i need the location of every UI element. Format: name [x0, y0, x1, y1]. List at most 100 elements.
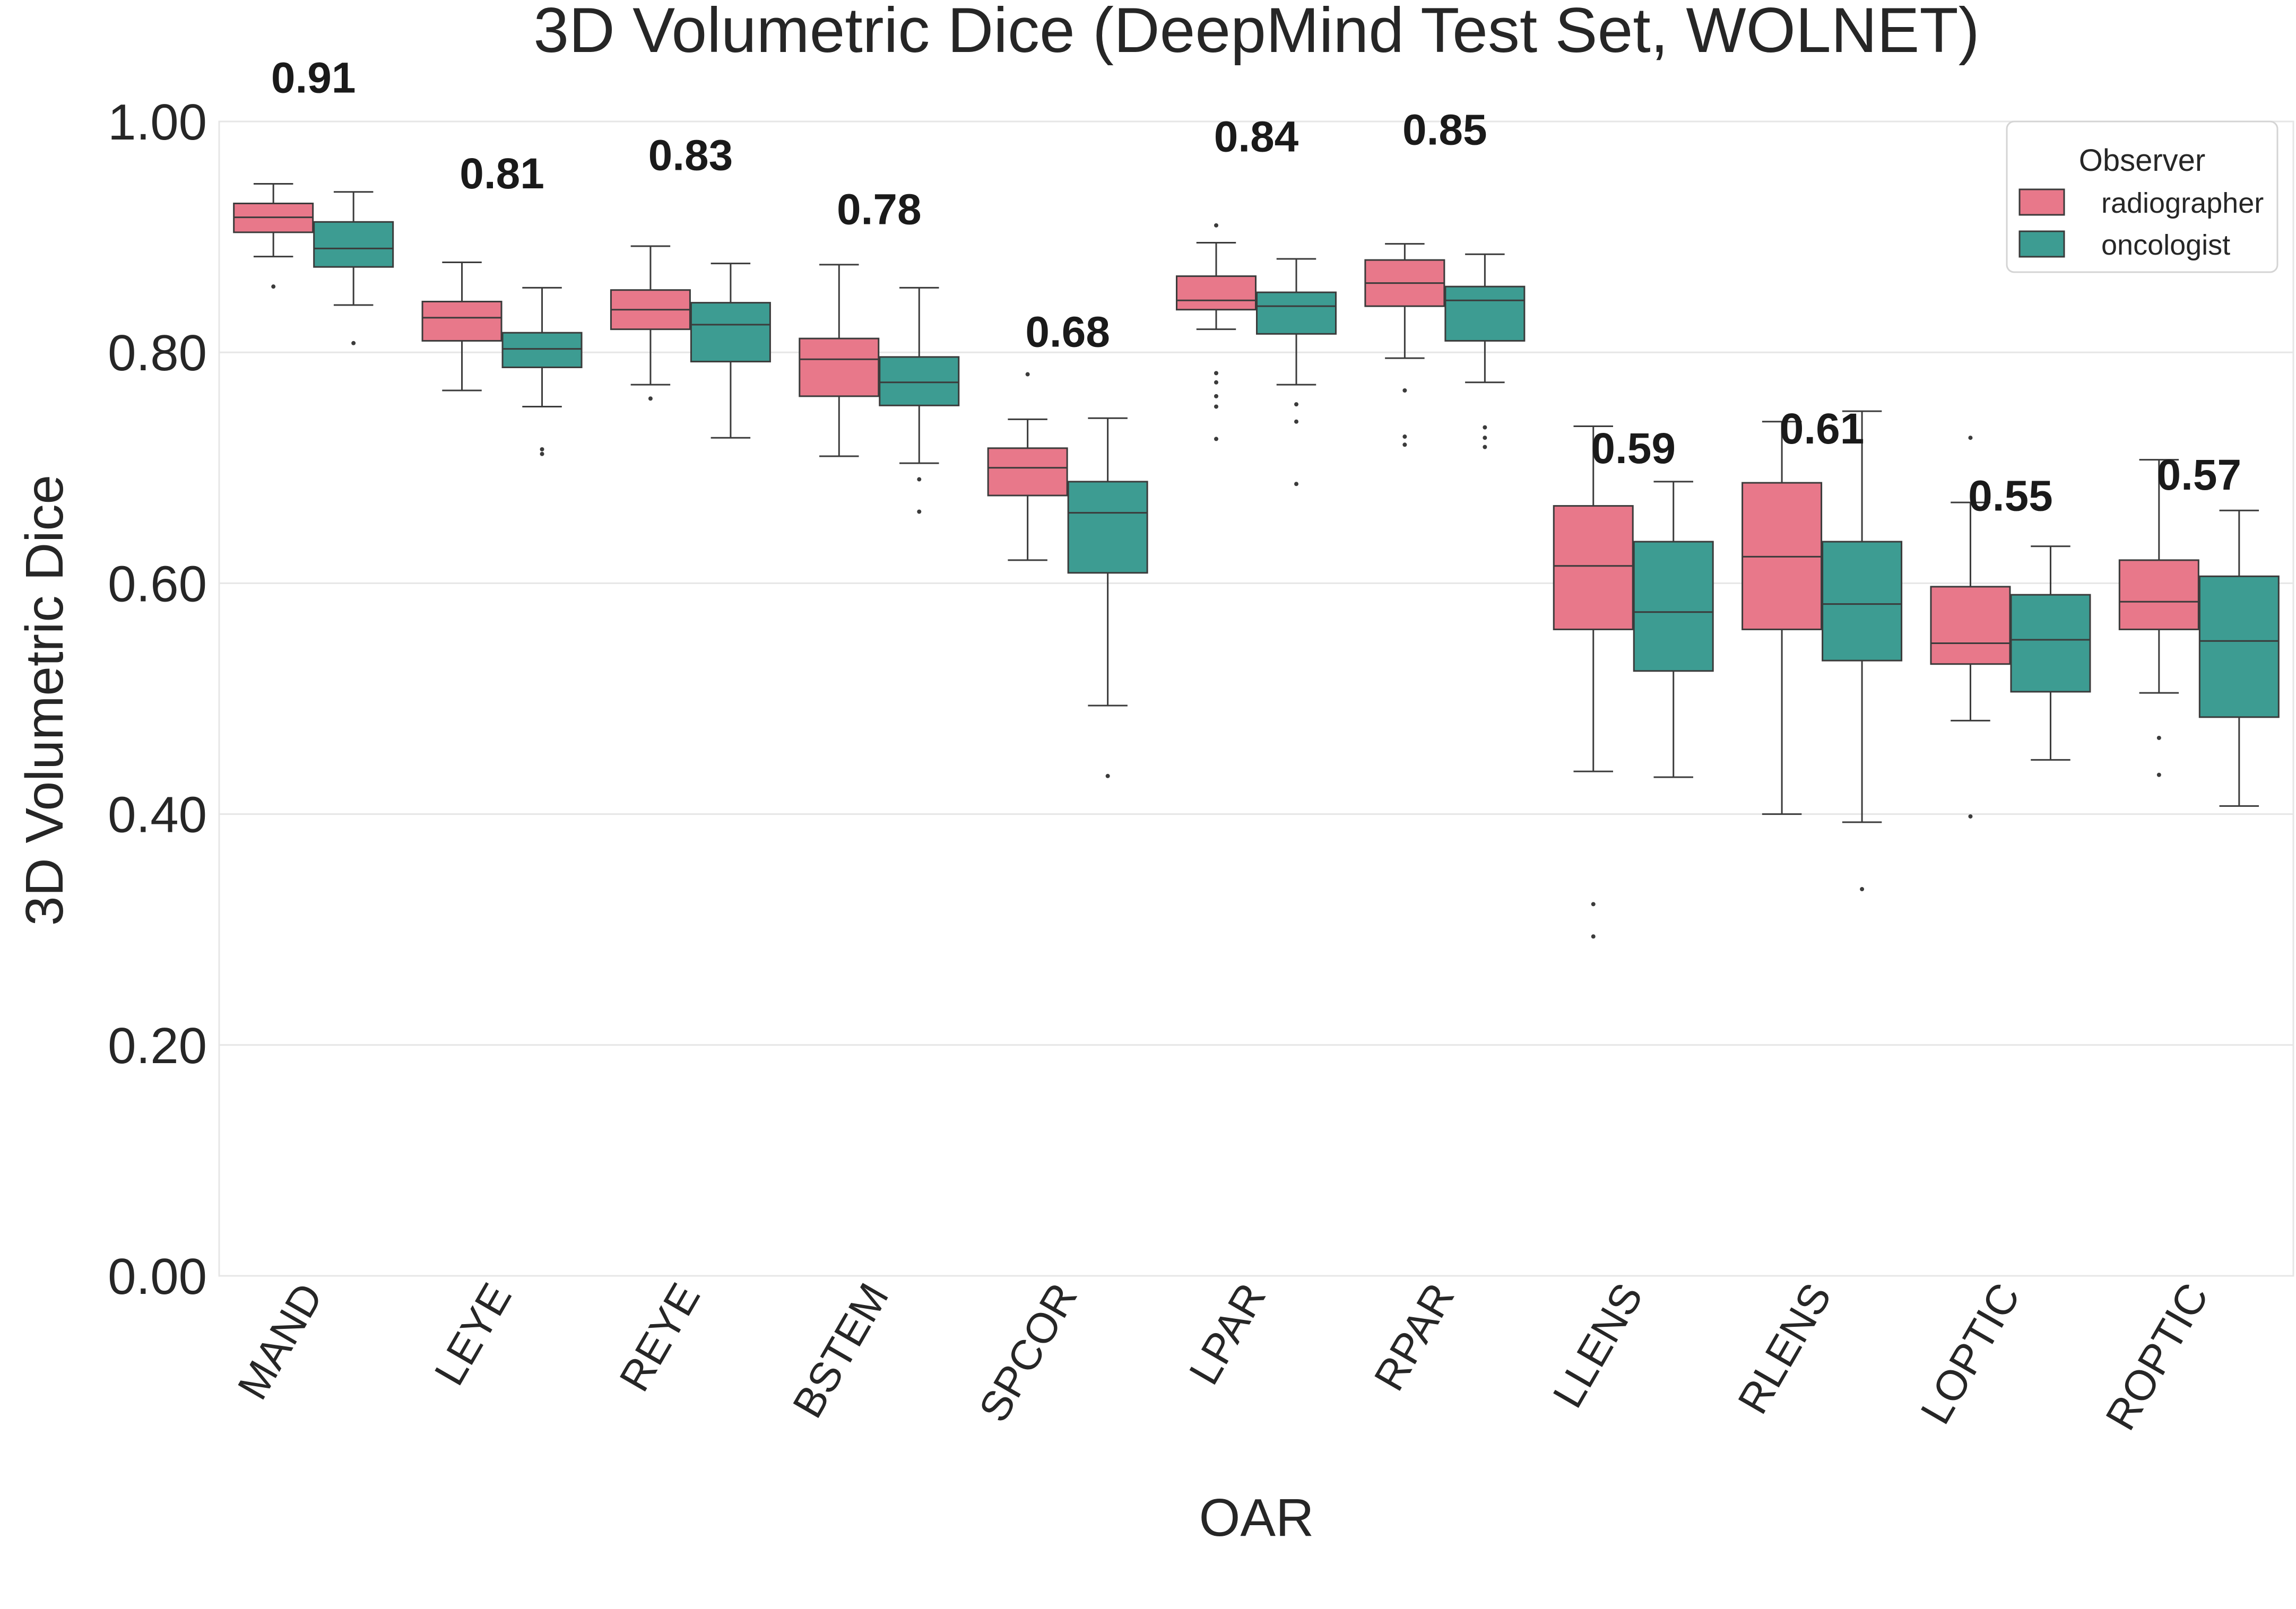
- legend: Observer radiographer oncologist: [2006, 120, 2278, 273]
- outlier-point: [1294, 482, 1298, 486]
- box-radiographer-bstem: [799, 264, 880, 457]
- outlier-point: [1214, 371, 1218, 376]
- outlier-point: [1968, 814, 1973, 819]
- outlier-point: [1402, 434, 1407, 439]
- legend-label-radiographer: radiographer: [2101, 187, 2264, 219]
- annotation-rlens: 0.61: [1780, 405, 1865, 453]
- outlier-point: [1483, 436, 1487, 440]
- outlier-point: [1860, 887, 1865, 892]
- annotation-rpar: 0.85: [1402, 106, 1487, 154]
- iqr-box: [2010, 594, 2091, 693]
- box-radiographer-lpar: [1176, 223, 1257, 441]
- outlier-point: [2156, 772, 2161, 777]
- legend-title: Observer: [2079, 143, 2206, 178]
- annotation-reye: 0.83: [648, 131, 733, 179]
- outlier-point: [540, 447, 544, 451]
- box-oncologist-rpar: [1444, 253, 1526, 449]
- annotation-layer: 0.91 0.81 0.83 0.78 0.68 0.84 0.85 0.59 0.61 0.55…: [271, 54, 2241, 520]
- outlier-point: [1591, 902, 1596, 907]
- outlier-point: [1483, 425, 1487, 430]
- iqr-box: [1444, 285, 1526, 342]
- outlier-point: [1214, 223, 1218, 228]
- legend-swatch-oncologist: [2018, 230, 2065, 258]
- outlier-point: [351, 341, 356, 345]
- legend-label-oncologist: oncologist: [2101, 229, 2230, 261]
- iqr-box: [987, 447, 1068, 497]
- box-layer: [233, 183, 2280, 939]
- outlier-point: [1402, 388, 1407, 393]
- y-tick-label: 0.60: [108, 555, 207, 612]
- iqr-box: [501, 332, 583, 368]
- iqr-box: [799, 337, 880, 397]
- iqr-box: [879, 356, 960, 406]
- outlier-point: [540, 451, 544, 456]
- box-oncologist-loptic: [2010, 545, 2091, 761]
- chart-title: 3D Volumetric Dice (DeepMind Test Set, W…: [533, 0, 1979, 66]
- box-oncologist-mand: [313, 191, 394, 345]
- outlier-point: [917, 509, 922, 514]
- box-radiographer-spcor: [987, 372, 1068, 561]
- box-radiographer-mand: [233, 183, 314, 289]
- box-oncologist-reye: [690, 263, 771, 439]
- box-oncologist-roptic: [2198, 509, 2280, 807]
- iqr-box: [1067, 481, 1148, 574]
- outlier-point: [271, 284, 276, 289]
- annotation-bstem: 0.78: [837, 186, 922, 234]
- outlier-point: [1214, 404, 1218, 409]
- iqr-box: [1930, 586, 2011, 665]
- outlier-point: [648, 396, 653, 401]
- iqr-box: [2118, 559, 2199, 630]
- iqr-box: [1633, 541, 1714, 672]
- iqr-box: [1553, 505, 1634, 630]
- outlier-point: [1105, 773, 1110, 778]
- legend-swatch-radiographer: [2018, 188, 2065, 216]
- outlier-point: [1968, 436, 1973, 440]
- box-radiographer-llens: [1553, 425, 1634, 939]
- outlier-point: [1294, 402, 1298, 407]
- box-radiographer-roptic: [2118, 459, 2199, 777]
- y-tick-label: 0.00: [108, 1248, 207, 1305]
- annotation-loptic: 0.55: [1968, 472, 2053, 520]
- outlier-point: [1294, 419, 1298, 424]
- box-oncologist-llens: [1633, 481, 1714, 778]
- iqr-box: [313, 221, 394, 268]
- annotation-leye: 0.81: [460, 150, 544, 198]
- y-tick-label: 0.80: [108, 325, 207, 381]
- box-radiographer-loptic: [1930, 436, 2011, 819]
- outlier-point: [1214, 394, 1218, 398]
- x-axis-title: OAR: [1199, 1488, 1314, 1547]
- legend-frame: [2006, 120, 2278, 273]
- iqr-box: [1822, 541, 1903, 662]
- y-tick-label: 1.00: [108, 94, 207, 151]
- annotation-roptic: 0.57: [2157, 451, 2242, 499]
- box-oncologist-lpar: [1256, 258, 1337, 486]
- box-oncologist-leye: [501, 286, 583, 456]
- outlier-point: [2156, 735, 2161, 740]
- outlier-point: [1402, 442, 1407, 447]
- y-tick-label: 0.20: [108, 1017, 207, 1074]
- outlier-point: [1591, 934, 1596, 939]
- annotation-spcor: 0.68: [1025, 308, 1110, 356]
- iqr-box: [421, 300, 502, 342]
- plot-area: [218, 120, 2294, 1277]
- box-radiographer-reye: [610, 245, 691, 401]
- outlier-point: [1483, 445, 1487, 449]
- box-oncologist-rlens: [1822, 410, 1903, 892]
- annotation-mand: 0.91: [271, 54, 356, 102]
- outlier-point: [1214, 437, 1218, 441]
- outlier-point: [1025, 372, 1030, 377]
- y-tick-label: 0.40: [108, 787, 207, 843]
- iqr-box: [1176, 275, 1257, 311]
- iqr-box: [1256, 291, 1337, 335]
- box-radiographer-rlens: [1742, 421, 1823, 815]
- annotation-llens: 0.59: [1591, 424, 1676, 473]
- iqr-box: [2198, 575, 2280, 718]
- box-radiographer-rpar: [1364, 243, 1445, 447]
- annotation-lpar: 0.84: [1214, 113, 1299, 161]
- box-oncologist-bstem: [879, 286, 960, 514]
- box-oncologist-spcor: [1067, 417, 1148, 778]
- y-axis-title: 3D Volumetric Dice: [15, 475, 74, 926]
- outlier-point: [917, 477, 922, 482]
